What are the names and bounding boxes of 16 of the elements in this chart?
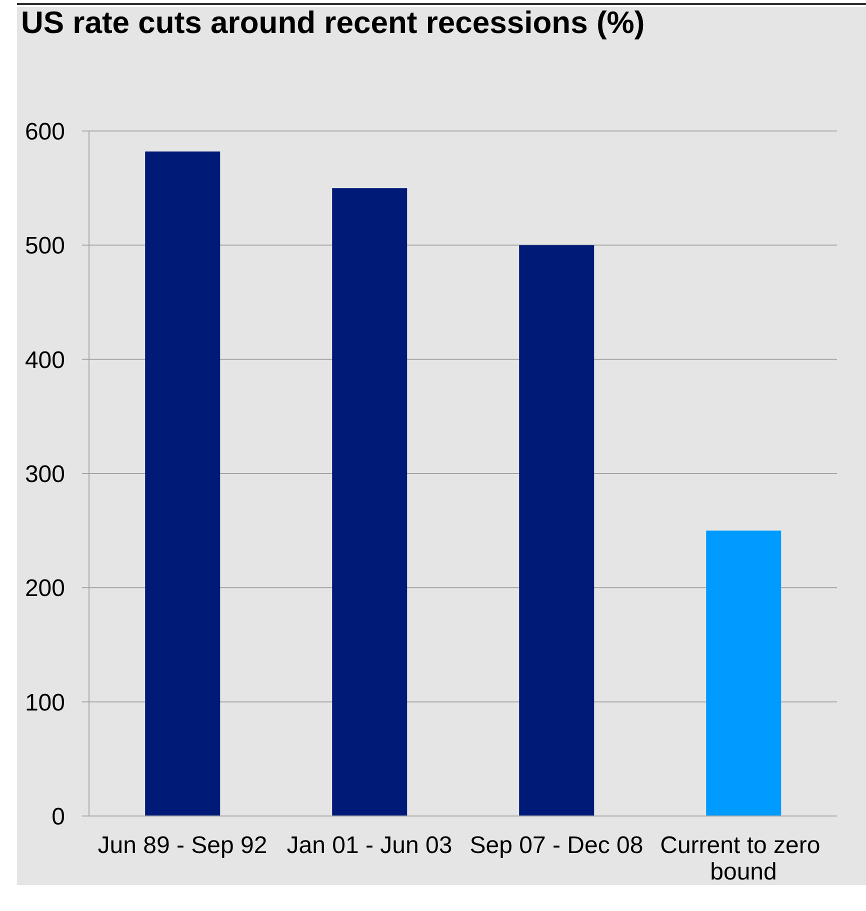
bar <box>145 152 220 816</box>
bar <box>706 530 782 816</box>
bar <box>332 188 408 816</box>
y-tick-label: 600 <box>24 118 65 146</box>
x-tick-label: Current to zero bound <box>660 832 827 886</box>
x-tick-label: Jun 89 - Sep 92 <box>98 832 268 860</box>
y-tick-label: 300 <box>24 461 65 488</box>
y-tick-label: 500 <box>24 232 65 260</box>
x-tick-label: Jan 01 - Jun 03 <box>286 832 452 860</box>
y-tick-label: 100 <box>24 689 65 716</box>
chart-title: US rate cuts around recent recessions (%) <box>21 5 645 41</box>
bar <box>519 245 594 816</box>
y-tick-label: 200 <box>24 575 65 602</box>
y-tick-label: 400 <box>24 346 65 374</box>
y-tick-label: 0 <box>52 804 65 831</box>
x-tick-label: Sep 07 - Dec 08 <box>470 832 644 860</box>
